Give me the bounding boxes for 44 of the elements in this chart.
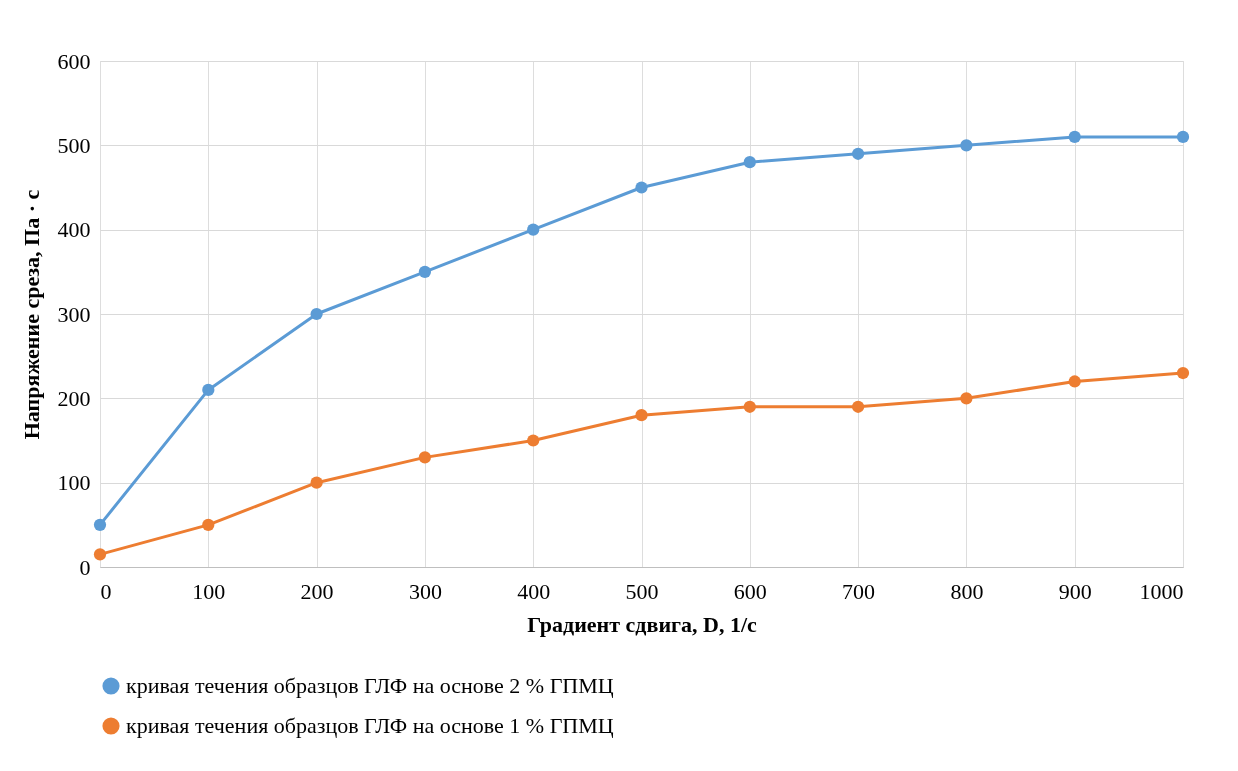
point <box>202 383 215 397</box>
point <box>93 518 107 531</box>
y-tick-label: 0 <box>79 554 91 580</box>
point <box>635 409 648 422</box>
y-axis-title: Напряжение среза, Па · с <box>18 189 44 440</box>
x-tick-label: 200 <box>300 578 334 604</box>
x-tick-label: 400 <box>517 578 551 604</box>
y-tick-label: 400 <box>57 217 91 243</box>
legend-label: кривая течения образцов ГЛФ на основе 2 % ГПМЦ <box>126 673 614 698</box>
point <box>960 139 973 152</box>
point <box>851 147 865 160</box>
point <box>527 434 540 447</box>
point <box>743 400 756 413</box>
point <box>1068 375 1081 388</box>
point <box>93 548 107 561</box>
x-tick-label: 100 <box>192 578 226 604</box>
x-tick-label: 800 <box>950 578 984 604</box>
point <box>960 392 973 405</box>
x-tick-label: 500 <box>625 578 659 604</box>
legend-label: кривая течения образцов ГЛФ на основе 1 % ГПМЦ <box>126 713 614 738</box>
point <box>1068 130 1081 144</box>
x-tick-label: 300 <box>408 578 442 604</box>
point <box>527 223 540 236</box>
y-tick-label: 300 <box>57 301 91 327</box>
point <box>202 518 215 531</box>
x-tick-label: 0 <box>100 578 112 604</box>
point <box>1176 366 1190 380</box>
x-axis-title: Градиент сдвига, D, 1/с <box>527 611 758 637</box>
point <box>418 451 432 464</box>
point <box>310 307 323 321</box>
x-tick-label: 700 <box>842 578 876 604</box>
point <box>743 156 756 169</box>
x-tick-label: 1000 <box>1139 578 1184 604</box>
point <box>310 476 323 489</box>
point <box>418 265 432 278</box>
y-tick-label: 200 <box>57 385 91 411</box>
point <box>635 181 648 194</box>
y-tick-label: 100 <box>57 470 91 496</box>
point <box>851 400 865 413</box>
point <box>1176 130 1190 144</box>
y-tick-label: 500 <box>57 132 91 158</box>
x-tick-label: 600 <box>733 578 767 604</box>
x-tick-label: 900 <box>1058 578 1092 604</box>
y-tick-label: 600 <box>57 48 91 74</box>
